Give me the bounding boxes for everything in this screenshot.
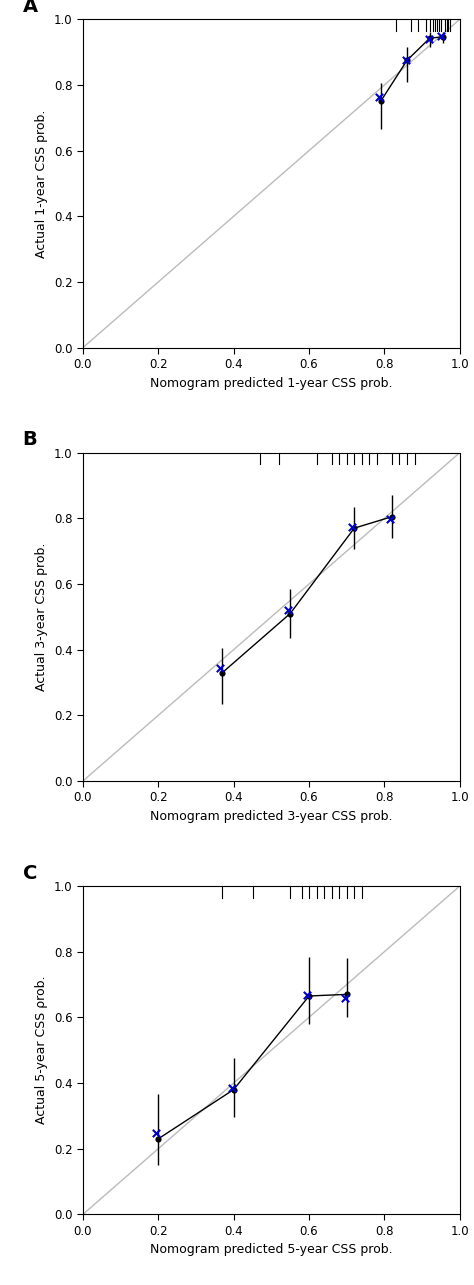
Point <box>341 988 349 1009</box>
Point <box>403 50 411 71</box>
Point <box>155 1128 162 1149</box>
Point <box>402 50 410 71</box>
X-axis label: Nomogram predicted 5-year CSS prob.: Nomogram predicted 5-year CSS prob. <box>150 1244 392 1257</box>
Point <box>439 27 447 48</box>
Point <box>438 26 445 46</box>
Point <box>230 1079 237 1100</box>
Text: C: C <box>23 864 37 883</box>
Point <box>228 1078 236 1099</box>
Text: A: A <box>23 0 38 15</box>
Point <box>343 984 350 1005</box>
Point <box>350 518 358 538</box>
Y-axis label: Actual 1-year CSS prob.: Actual 1-year CSS prob. <box>36 109 48 257</box>
Point <box>219 662 226 682</box>
Point <box>348 517 356 537</box>
Text: B: B <box>23 430 37 450</box>
Point <box>305 986 313 1006</box>
Point <box>425 28 432 49</box>
Point <box>426 28 433 49</box>
Point <box>375 87 383 108</box>
Point <box>286 603 294 623</box>
Y-axis label: Actual 5-year CSS ρrob.: Actual 5-year CSS ρrob. <box>36 975 48 1124</box>
Point <box>388 506 396 527</box>
X-axis label: Nomogram predicted 3-year CSS prob.: Nomogram predicted 3-year CSS prob. <box>150 810 392 822</box>
Point <box>217 658 224 678</box>
X-axis label: Nomogram predicted 1-year CSS prob.: Nomogram predicted 1-year CSS prob. <box>150 377 392 389</box>
Point <box>386 509 394 529</box>
Y-axis label: Actual 3-year CSS prob.: Actual 3-year CSS prob. <box>36 542 48 691</box>
Point <box>303 984 311 1005</box>
Point <box>153 1123 160 1144</box>
Point <box>284 600 292 621</box>
Point <box>377 91 384 112</box>
